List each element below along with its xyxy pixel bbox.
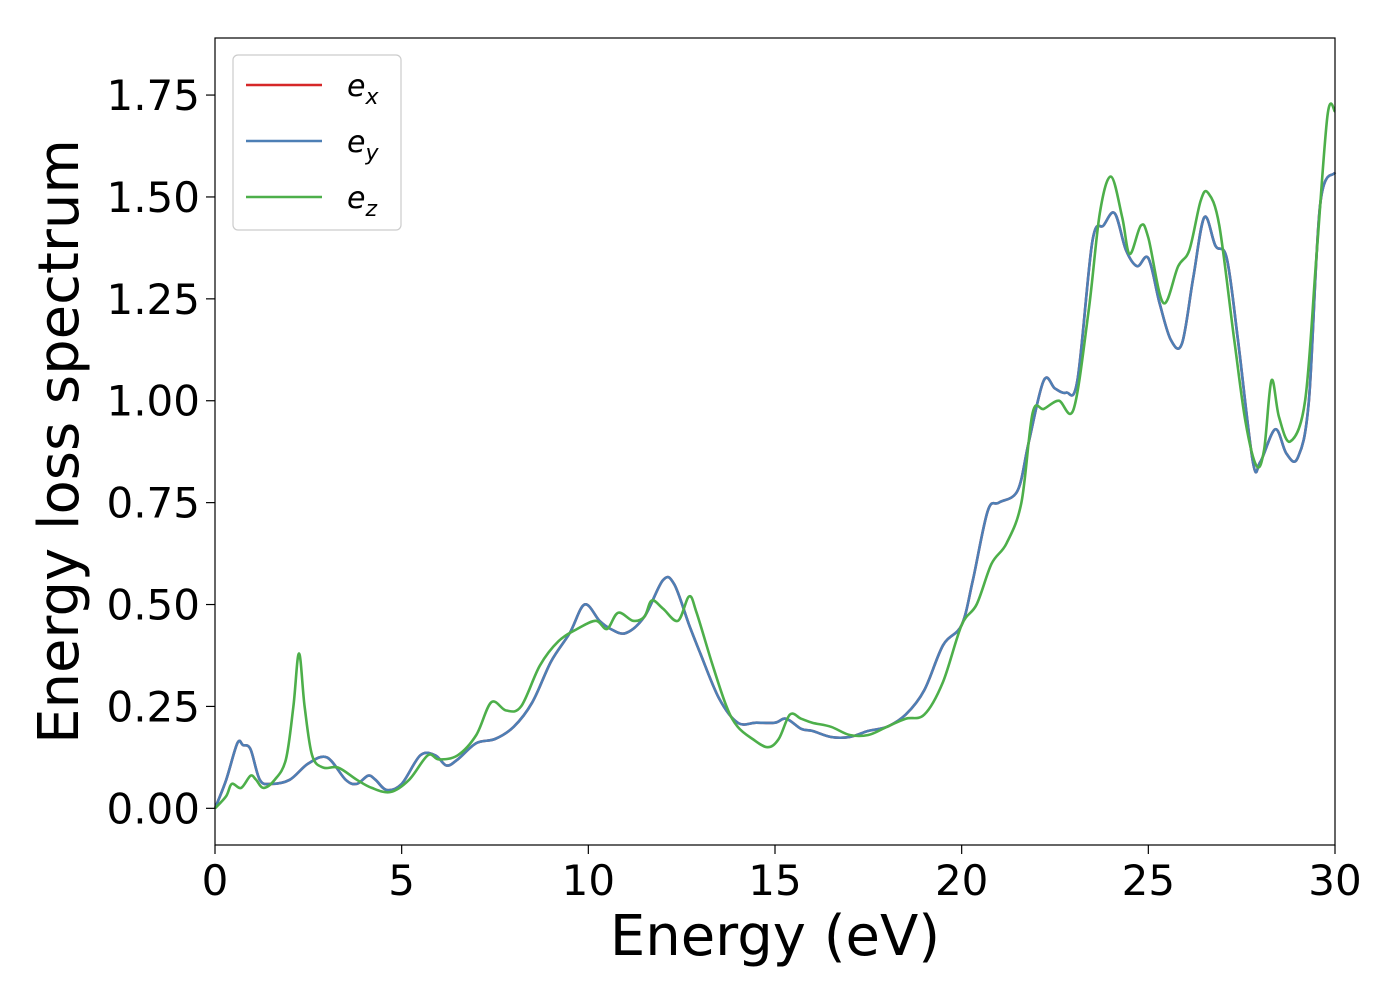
y-tick-label: 1.00 (106, 377, 200, 426)
legend-label: ex (347, 69, 379, 110)
x-axis-title: Energy (eV) (610, 904, 940, 969)
legend-box (232, 54, 402, 231)
legend-label: ez (347, 181, 377, 222)
series-line-e-x (213, 171, 1337, 809)
y-axis: 0.00 0.25 0.50 0.75 1.00 1.25 1.50 1.75 (106, 71, 215, 833)
x-tick-label: 0 (202, 856, 229, 905)
series-lines (213, 102, 1337, 810)
x-tick-label: 20 (935, 856, 988, 905)
x-tick-label: 30 (1308, 856, 1361, 905)
legend: ex ey ez (232, 54, 402, 231)
y-tick-label: 1.75 (106, 71, 200, 120)
y-tick-label: 0.25 (106, 682, 200, 731)
x-tick-label: 15 (748, 856, 801, 905)
series-line-e-y (213, 171, 1337, 809)
series-line-e-z (214, 102, 1337, 810)
y-tick-label: 0.00 (106, 784, 200, 833)
legend-label: ey (347, 125, 379, 166)
y-tick-label: 1.25 (106, 275, 200, 324)
x-tick-label: 25 (1122, 856, 1175, 905)
y-axis-title: Energy loss spectrum (27, 139, 92, 744)
y-tick-label: 0.75 (106, 479, 200, 528)
y-tick-label: 1.50 (106, 173, 200, 222)
x-axis: 0 5 10 15 20 25 30 (202, 845, 1362, 905)
x-tick-label: 5 (388, 856, 415, 905)
x-tick-label: 10 (562, 856, 615, 905)
plot-frame (214, 37, 1336, 846)
y-tick-label: 0.50 (106, 581, 200, 630)
